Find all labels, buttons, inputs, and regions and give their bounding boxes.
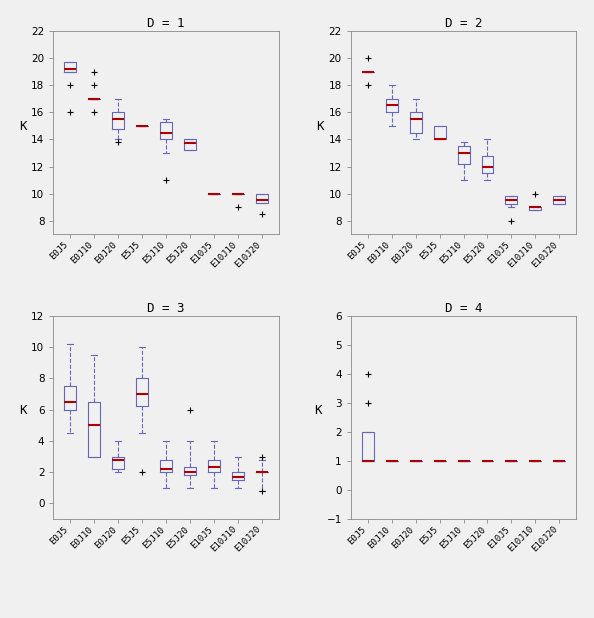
Y-axis label: K: K [19, 404, 27, 417]
Y-axis label: K: K [19, 120, 27, 133]
Y-axis label: K: K [317, 120, 324, 133]
Title: D = 4: D = 4 [445, 302, 482, 315]
Y-axis label: K: K [314, 404, 322, 417]
Title: D = 1: D = 1 [147, 17, 185, 30]
Title: D = 2: D = 2 [445, 17, 482, 30]
Title: D = 3: D = 3 [147, 302, 185, 315]
